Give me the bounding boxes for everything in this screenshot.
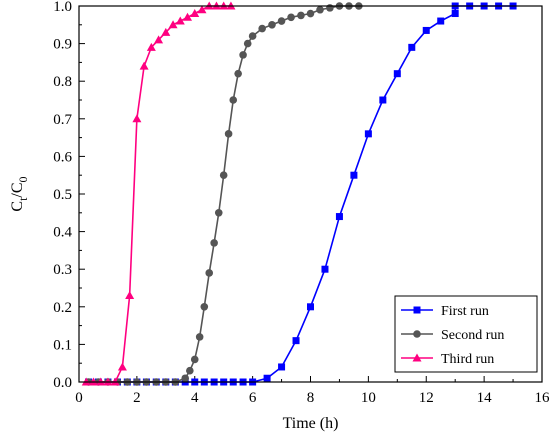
data-point-triangle (146, 42, 156, 51)
data-point-triangle (412, 353, 422, 362)
data-point-circle (234, 69, 242, 78)
y-tick-label: 1.0 (53, 0, 72, 15)
x-tick-label: 0 (75, 390, 83, 406)
data-point-circle (413, 330, 421, 338)
data-point-square (350, 171, 358, 179)
series-line (86, 5, 231, 383)
x-axis-label: Time (h) (283, 415, 339, 432)
data-point-circle (243, 39, 252, 48)
y-axis-label: Ct/C0 (9, 176, 30, 211)
series-line (88, 5, 359, 383)
data-point-circle (190, 355, 199, 364)
y-tick-label: 0.1 (53, 337, 72, 353)
legend-item: First run (401, 304, 489, 319)
x-tick-label: 8 (307, 390, 315, 406)
data-point-triangle (161, 27, 171, 36)
data-point-circle (239, 51, 247, 59)
data-point-circle (214, 209, 223, 217)
data-point-triangle (132, 114, 142, 123)
y-tick-label: 0.5 (53, 187, 72, 203)
data-point-square (292, 337, 300, 345)
x-tick-label: 12 (419, 390, 434, 406)
legend-item: Second run (401, 328, 504, 343)
data-point-circle (229, 96, 238, 104)
x-tick-label: 2 (133, 390, 141, 406)
plot-frame (78, 5, 543, 383)
data-point-triangle (125, 291, 135, 300)
data-point-triangle (168, 20, 178, 29)
data-point-square (422, 26, 430, 34)
data-point-circle (210, 239, 218, 247)
legend-label: First run (441, 304, 489, 319)
data-point-circle (287, 13, 295, 22)
data-point-circle (297, 11, 305, 20)
x-tick-label: 10 (361, 390, 376, 406)
data-point-circle (186, 366, 194, 375)
data-point-circle (248, 32, 257, 40)
y-tick-label: 0.2 (53, 300, 72, 316)
data-point-circle (258, 24, 266, 33)
data-point-circle (200, 303, 209, 311)
legend: First run Second run Third run (394, 295, 538, 373)
data-point-triangle (117, 362, 127, 371)
data-point-circle (316, 5, 324, 14)
data-point-triangle (154, 35, 164, 44)
data-point-square (437, 17, 445, 25)
data-point-circle (195, 333, 204, 341)
data-point-square (321, 265, 329, 273)
x-tick-label: 6 (249, 390, 257, 406)
y-tick-label: 0.3 (53, 262, 72, 278)
y-tick-label: 0.6 (53, 149, 72, 165)
data-point-square (451, 10, 459, 18)
data-point-square (335, 213, 343, 221)
tick-labels: 0 2 4 6 8 10 12 14 16 0.0 0.1 0.2 0.3 0.4 0.5 0.6 0.7 0.8… (53, 0, 550, 406)
legend-label: Third run (441, 352, 494, 367)
data-point-circle (224, 130, 233, 138)
data-point-triangle (183, 12, 193, 21)
y-tick-label: 0.9 (53, 37, 72, 53)
series-third-run (81, 1, 236, 386)
x-tick-label: 16 (535, 390, 550, 406)
legend-label: Second run (441, 328, 504, 343)
legend-item: Third run (401, 352, 494, 367)
y-tick-label: 0.8 (53, 74, 72, 90)
data-point-circle (306, 9, 315, 18)
data-point-square (263, 374, 271, 382)
y-tick-label: 0.7 (53, 112, 72, 128)
data-point-circle (205, 269, 214, 277)
data-point-square (364, 130, 372, 138)
data-point-square (408, 43, 416, 51)
data-point-circle (277, 17, 286, 25)
x-tick-label: 4 (191, 390, 199, 406)
data-point-circle (219, 171, 228, 179)
data-point-square (307, 303, 314, 311)
x-tick-label: 14 (477, 390, 493, 406)
data-point-square (278, 363, 286, 371)
data-point-triangle (139, 61, 149, 70)
data-point-circle (181, 374, 190, 383)
data-point-triangle (175, 16, 185, 25)
data-point-square (413, 306, 421, 314)
data-point-square (393, 70, 401, 78)
data-point-circle (268, 21, 276, 29)
data-point-triangle (190, 9, 200, 18)
data-point-circle (326, 4, 334, 12)
data-point-triangle (197, 5, 207, 14)
data-point-square (379, 96, 387, 104)
y-tick-label: 0.4 (53, 225, 72, 241)
y-tick-label: 0.0 (53, 375, 72, 391)
